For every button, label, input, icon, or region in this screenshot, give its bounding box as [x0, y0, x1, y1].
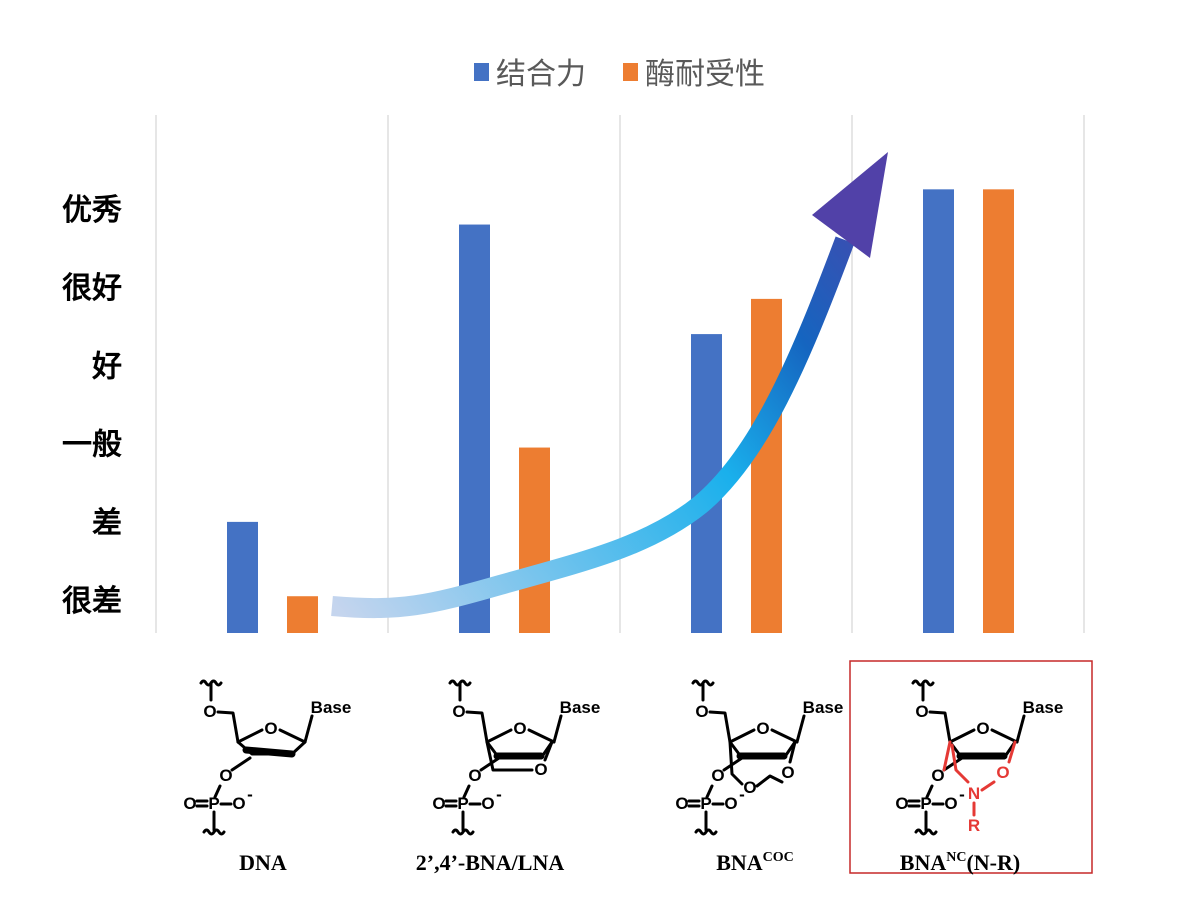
atom-o: O [996, 763, 1009, 782]
atom-base: Base [560, 698, 601, 717]
atom-o: O [711, 766, 724, 785]
atom-o: O [675, 794, 688, 813]
charge-minus: - [959, 785, 965, 804]
atom-o: O [781, 763, 794, 782]
charge-minus: - [739, 785, 745, 804]
atom-p: P [208, 794, 219, 813]
charge-minus: - [247, 785, 253, 804]
bar-binding-3 [923, 189, 954, 634]
structure-label-1: 2’,4’-BNA/LNA [416, 850, 565, 875]
wavy-bond-icon [451, 828, 475, 836]
atom-r: R [968, 816, 980, 835]
trend-arrow [331, 152, 888, 619]
atom-o-minus: O [232, 794, 245, 813]
atom-o: O [695, 702, 708, 721]
atom-o-minus: O [481, 794, 494, 813]
atom-p: P [920, 794, 931, 813]
y-tick-label: 一般 [62, 428, 122, 463]
atom-o: O [895, 794, 908, 813]
atom-o: O [468, 766, 481, 785]
atom-o: O [203, 702, 216, 721]
atom-o: O [743, 778, 756, 797]
atom-o: O [756, 719, 769, 738]
atom-o: O [264, 719, 277, 738]
bar-nuclease-1 [519, 447, 550, 633]
atom-base: Base [311, 698, 352, 717]
bar-binding-1 [459, 224, 490, 634]
atom-p: P [700, 794, 711, 813]
legend-swatch-binding [474, 63, 489, 81]
y-tick-label: 好 [91, 349, 122, 384]
atom-o: O [219, 766, 232, 785]
bar-nuclease-0 [287, 596, 318, 633]
legend-swatch-nuclease [623, 63, 638, 81]
atom-o: O [931, 766, 944, 785]
wavy-bond-icon [202, 828, 226, 836]
atom-o: O [534, 760, 547, 779]
atom-o: O [513, 719, 526, 738]
legend-label-binding: 结合力 [496, 57, 586, 92]
atom-n: N [968, 784, 980, 803]
atom-o: O [432, 794, 445, 813]
atom-o: O [915, 702, 928, 721]
atom-p: P [457, 794, 468, 813]
structure-label-3: BNANC(N-R) [900, 850, 1020, 875]
y-tick-label: 优秀 [62, 193, 122, 228]
charge-minus: - [496, 785, 502, 804]
legend-label-nuclease: 酶耐受性 [645, 57, 765, 92]
bar-binding-0 [227, 521, 258, 633]
y-tick-label: 很好 [62, 271, 122, 306]
legend: 结合力 酶耐受性 [474, 57, 765, 92]
bar-nuclease-3 [983, 189, 1014, 634]
structure-label-2: BNACOC [716, 850, 794, 875]
highlight-box [849, 660, 1093, 874]
y-tick-label: 差 [92, 506, 122, 541]
atom-o-minus: O [944, 794, 957, 813]
atom-base: Base [803, 698, 844, 717]
y-tick-label: 很差 [62, 584, 122, 619]
atom-base: Base [1023, 698, 1064, 717]
atom-o: O [976, 719, 989, 738]
wavy-bond-icon [694, 828, 718, 836]
arrow-head [812, 152, 888, 258]
wavy-bond-icon [914, 828, 938, 836]
atom-o-minus: O [724, 794, 737, 813]
structure-label-0: DNA [239, 850, 287, 875]
atom-o: O [452, 702, 465, 721]
bar-nuclease-2 [751, 298, 782, 633]
atom-o: O [183, 794, 196, 813]
